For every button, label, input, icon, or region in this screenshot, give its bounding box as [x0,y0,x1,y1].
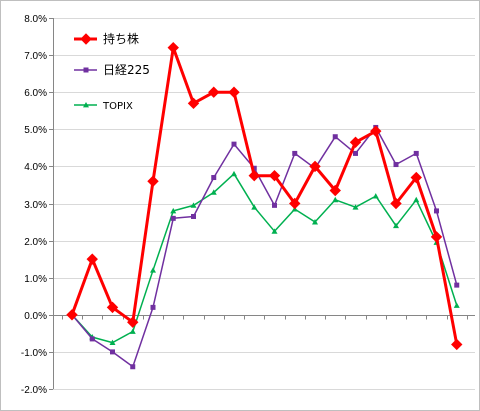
data-point [352,204,359,210]
data-point [211,175,217,181]
data-point [150,304,156,310]
data-point [390,197,402,210]
data-point [129,328,136,334]
data-point [251,204,258,210]
data-point [208,86,220,98]
y-tick-label: 6.0% [24,88,47,99]
data-point [66,309,78,321]
y-tick-label: 5.0% [24,125,47,136]
data-point [393,162,399,168]
data-point [147,175,159,187]
data-point [413,150,419,156]
data-point [170,215,176,221]
legend-label: 日経225 [103,63,150,77]
data-point [210,189,217,195]
data-point [272,202,277,208]
data-point [434,208,439,214]
data-point [231,141,237,147]
data-point [110,349,115,355]
series-0 [66,41,463,351]
data-point [251,165,257,171]
data-point [150,267,156,273]
data-point [349,136,362,148]
data-point [454,282,460,288]
data-point [393,222,399,229]
y-tick-label: -2.0% [21,385,47,396]
data-point [170,207,177,214]
data-point [332,134,338,140]
legend-item: 持ち株 [74,31,139,46]
legend-label: TOPIX [102,101,133,112]
data-point [86,253,98,265]
data-point [312,219,318,225]
data-point [231,170,237,177]
data-point [353,150,358,156]
data-point [329,184,341,197]
data-point [410,171,422,184]
y-tick-label: -1.0% [21,348,47,359]
series-line [70,46,459,345]
y-tick-label: 1.0% [24,274,47,285]
data-point [332,196,339,203]
data-point [248,169,260,182]
series-lines [66,41,463,370]
data-point [190,202,197,208]
data-point [453,302,460,308]
data-point [413,196,420,203]
data-point [271,228,278,234]
legend-marker [83,67,89,73]
data-point [292,150,298,156]
data-point [109,339,116,346]
data-point [106,301,119,314]
data-point [430,231,443,243]
y-tick-label: 2.0% [24,237,47,248]
legend-marker [80,33,92,45]
data-point [309,160,321,173]
data-point [187,97,200,110]
data-point [130,364,136,370]
legend-item: 日経225 [74,63,150,77]
y-tick-label: 0.0% [24,311,47,322]
y-axis: 8.0% 7.0% 6.0% 5.0% 4.0% 3.0% 2.0% 1.0% 0.0% -1.0… [21,14,475,396]
series-line [71,126,458,368]
y-tick-label: 7.0% [24,51,47,62]
data-point [370,125,382,137]
data-point [127,316,139,328]
y-tick-label: 8.0% [24,14,47,25]
data-point [372,193,379,199]
data-point [89,336,95,342]
data-point [167,41,179,54]
series-1 [69,124,460,370]
data-point [268,169,281,182]
legend-item: TOPIX [74,101,133,112]
y-tick-label: 3.0% [24,200,47,211]
data-point [191,213,196,219]
legend-label: 持ち株 [103,31,139,46]
y-tick-label: 4.0% [24,162,47,173]
data-point [228,86,240,98]
data-point [289,197,301,210]
data-point [451,338,463,351]
legend-marker [83,102,89,108]
